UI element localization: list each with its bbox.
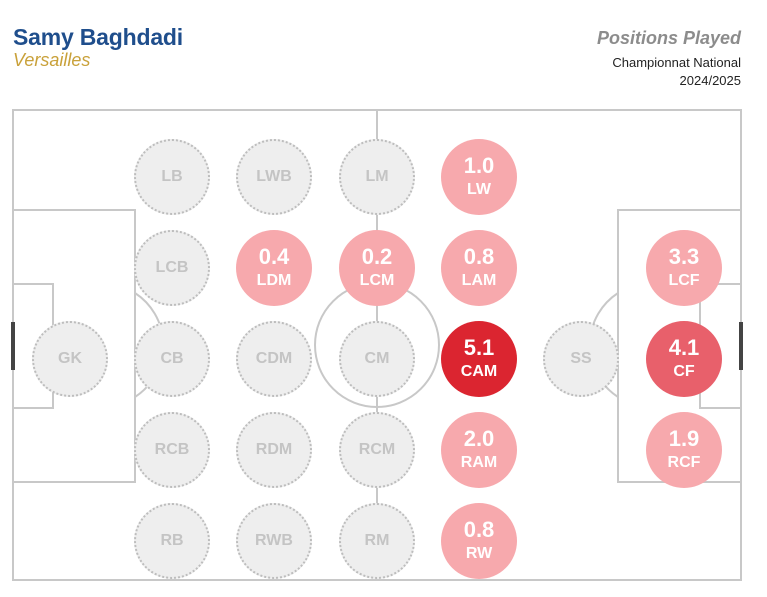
- position-label: SS: [570, 350, 592, 367]
- position-value: 2.0: [463, 426, 495, 451]
- season-label: 2024/2025: [679, 73, 741, 88]
- position-cm: CM: [339, 321, 415, 397]
- position-ss: SS: [543, 321, 619, 397]
- position-label: CF: [673, 363, 695, 380]
- position-label: RCM: [358, 441, 396, 458]
- position-value: 3.3: [668, 244, 700, 269]
- position-cam: 5.1 CAM: [441, 321, 517, 397]
- position-lcb: LCB: [134, 230, 210, 306]
- position-cdm: CDM: [236, 321, 312, 397]
- position-lcm: 0.2 LCM: [339, 230, 415, 306]
- position-value: 1.9: [668, 426, 700, 451]
- position-rdm: RDM: [236, 412, 312, 488]
- position-value: 1.0: [463, 153, 495, 178]
- position-label: LDM: [256, 272, 292, 289]
- position-lw: 1.0 LW: [441, 139, 517, 215]
- position-label: GK: [58, 350, 82, 367]
- position-ram: 2.0 RAM: [441, 412, 517, 488]
- position-cf: 4.1 CF: [646, 321, 722, 397]
- position-value: 0.8: [463, 517, 495, 542]
- position-value: 4.1: [668, 335, 700, 360]
- position-rwb: RWB: [236, 503, 312, 579]
- position-label: LW: [467, 181, 491, 198]
- position-lcf: 3.3 LCF: [646, 230, 722, 306]
- position-label: RWB: [255, 532, 293, 549]
- competition-name: Championnat National: [612, 55, 741, 70]
- position-label: CB: [160, 350, 184, 367]
- position-value: 0.8: [463, 244, 495, 269]
- position-label: RCB: [154, 441, 190, 458]
- position-label: RB: [160, 532, 184, 549]
- position-lwb: LWB: [236, 139, 312, 215]
- position-label: LCB: [155, 259, 189, 276]
- position-lm: LM: [339, 139, 415, 215]
- position-label: LM: [365, 168, 389, 185]
- position-label: RDM: [255, 441, 293, 458]
- position-label: RCF: [667, 454, 701, 471]
- position-label: LWB: [256, 168, 292, 185]
- right-goal: [739, 322, 743, 370]
- club-name: Versailles: [13, 50, 91, 70]
- position-rw: 0.8 RW: [441, 503, 517, 579]
- position-value: 5.1: [463, 335, 495, 360]
- position-lb: LB: [134, 139, 210, 215]
- position-rcf: 1.9 RCF: [646, 412, 722, 488]
- player-name: Samy Baghdadi: [13, 24, 183, 50]
- position-label: RAM: [460, 454, 498, 471]
- position-label: LB: [161, 168, 183, 185]
- position-label: CAM: [460, 363, 498, 380]
- position-rm: RM: [339, 503, 415, 579]
- position-label: RM: [364, 532, 390, 549]
- position-label: CM: [364, 350, 390, 367]
- position-label: LCF: [668, 272, 700, 289]
- position-rcb: RCB: [134, 412, 210, 488]
- position-label: LAM: [461, 272, 497, 289]
- position-gk: GK: [32, 321, 108, 397]
- position-label: LCM: [359, 272, 395, 289]
- position-label: CDM: [255, 350, 293, 367]
- left-goal: [11, 322, 15, 370]
- position-ldm: 0.4 LDM: [236, 230, 312, 306]
- position-value: 0.2: [361, 244, 393, 269]
- position-label: RW: [465, 545, 493, 562]
- position-cb: CB: [134, 321, 210, 397]
- position-rb: RB: [134, 503, 210, 579]
- position-rcm: RCM: [339, 412, 415, 488]
- position-lam: 0.8 LAM: [441, 230, 517, 306]
- position-value: 0.4: [258, 244, 290, 269]
- chart-title: Positions Played: [596, 28, 741, 48]
